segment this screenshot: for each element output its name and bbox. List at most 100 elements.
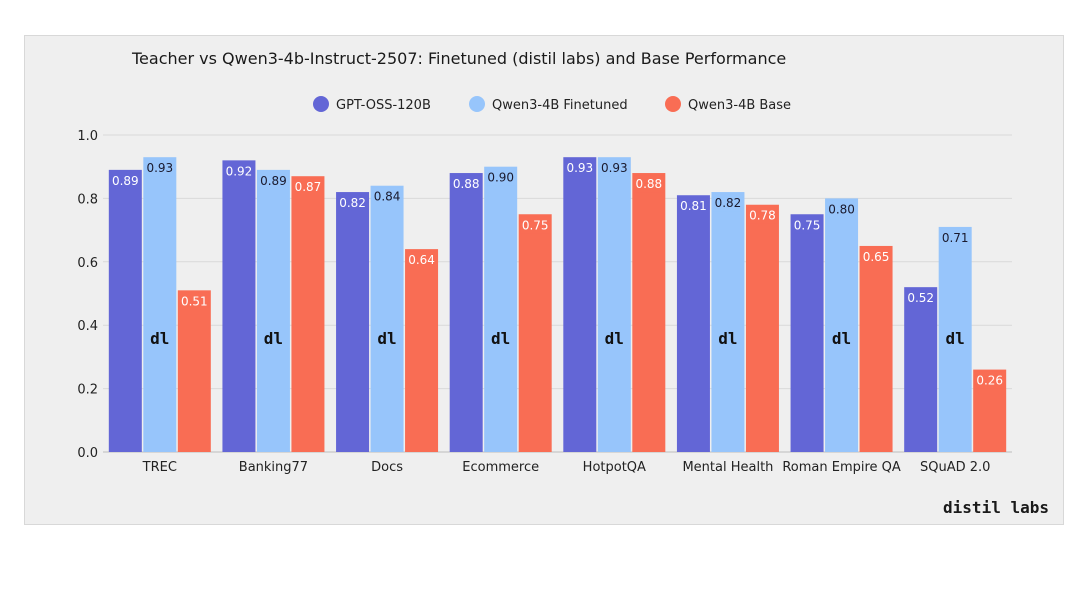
category-label: TREC bbox=[142, 460, 177, 475]
data-label: 0.65 bbox=[863, 250, 890, 264]
bar bbox=[825, 198, 859, 452]
legend-marker bbox=[469, 96, 485, 112]
y-tick-label: 0.4 bbox=[77, 319, 98, 334]
chart-title: Teacher vs Qwen3-4b-Instruct-2507: Finet… bbox=[131, 49, 786, 68]
data-label-bg bbox=[564, 159, 595, 177]
data-label-bg bbox=[520, 216, 551, 234]
category-label: HotpotQA bbox=[583, 460, 646, 475]
legend-label: Qwen3-4B Finetuned bbox=[492, 98, 628, 113]
data-label-bg bbox=[485, 168, 516, 186]
bar bbox=[256, 169, 290, 452]
data-label: 0.90 bbox=[487, 171, 514, 185]
category-label: Roman Empire QA bbox=[782, 460, 901, 475]
data-label: 0.92 bbox=[226, 164, 253, 178]
category-label: SQuAD 2.0 bbox=[920, 460, 990, 475]
legend-label: GPT-OSS-120B bbox=[336, 98, 431, 113]
data-label-bg bbox=[826, 200, 857, 218]
bar-logo: dl bbox=[150, 329, 169, 348]
bar bbox=[449, 173, 483, 453]
bar bbox=[518, 214, 552, 452]
bar-logo: dl bbox=[718, 329, 737, 348]
y-tick-label: 0.2 bbox=[77, 383, 98, 398]
data-label: 0.81 bbox=[680, 199, 707, 213]
y-tick-label: 1.0 bbox=[77, 129, 98, 144]
data-label: 0.93 bbox=[601, 161, 628, 175]
bar-logo: dl bbox=[264, 329, 283, 348]
bar bbox=[108, 169, 142, 452]
legend-marker bbox=[313, 96, 329, 112]
bar bbox=[597, 157, 631, 452]
y-tick-label: 0.6 bbox=[77, 256, 98, 271]
bar bbox=[711, 192, 745, 452]
data-label: 0.82 bbox=[715, 196, 742, 210]
legend: GPT-OSS-120B Qwen3-4B Finetuned Qwen3-4B B… bbox=[313, 96, 791, 113]
category-labels: TREC Banking77 Docs Ecommerce HotpotQA Mental… bbox=[142, 460, 991, 475]
bar bbox=[859, 245, 893, 452]
legend-label: Qwen3-4B Base bbox=[688, 98, 791, 113]
bar bbox=[336, 192, 370, 452]
data-label: 0.26 bbox=[976, 374, 1003, 388]
data-label: 0.88 bbox=[635, 177, 662, 191]
category-label: Docs bbox=[371, 460, 403, 475]
bar bbox=[177, 290, 211, 452]
data-label-bg bbox=[974, 371, 1005, 389]
bar bbox=[676, 195, 710, 453]
bar-logo: dl bbox=[605, 329, 624, 348]
data-label-bg bbox=[712, 194, 743, 212]
data-label-bg bbox=[451, 175, 482, 193]
data-label: 0.87 bbox=[295, 180, 322, 194]
bar bbox=[484, 166, 518, 452]
bar bbox=[222, 160, 256, 453]
data-label-bg bbox=[678, 197, 709, 215]
data-label: 0.51 bbox=[181, 294, 208, 308]
bar-logo: dl bbox=[946, 329, 965, 348]
bar bbox=[563, 157, 597, 452]
bar bbox=[291, 176, 325, 452]
brand-logo: distil labs bbox=[943, 498, 1049, 517]
category-label: Mental Health bbox=[682, 460, 773, 475]
bar-logo: dl bbox=[491, 329, 510, 348]
data-label-bg bbox=[223, 162, 254, 180]
bar bbox=[938, 226, 972, 452]
data-label-bg bbox=[940, 228, 971, 246]
bar bbox=[745, 204, 779, 452]
data-label: 0.84 bbox=[374, 190, 401, 204]
data-label: 0.93 bbox=[146, 161, 173, 175]
y-tick-label: 0.0 bbox=[77, 446, 98, 461]
bar bbox=[370, 185, 404, 452]
data-label: 0.82 bbox=[339, 196, 366, 210]
data-label-bg bbox=[747, 206, 778, 224]
bar bbox=[143, 157, 177, 452]
data-label: 0.75 bbox=[522, 218, 549, 232]
legend-marker bbox=[665, 96, 681, 112]
data-label: 0.78 bbox=[749, 209, 776, 223]
bar bbox=[405, 249, 439, 452]
category-label: Banking77 bbox=[239, 460, 308, 475]
bars: 0.89 0.93 dl 0.51 0.92 0.89 dl 0.87 0.82 0.84 dl 0.… bbox=[108, 157, 1007, 453]
data-label: 0.80 bbox=[828, 202, 855, 216]
data-label: 0.64 bbox=[408, 253, 435, 267]
data-label-bg bbox=[144, 159, 175, 177]
category-label: Ecommerce bbox=[462, 460, 539, 475]
data-label-bg bbox=[110, 171, 141, 189]
data-label: 0.52 bbox=[907, 291, 934, 305]
data-label-bg bbox=[861, 247, 892, 265]
bar bbox=[904, 287, 938, 452]
data-label-bg bbox=[633, 175, 664, 193]
data-label-bg bbox=[292, 178, 323, 196]
y-tick-label: 0.8 bbox=[77, 192, 98, 207]
data-label: 0.71 bbox=[942, 231, 969, 245]
data-label: 0.93 bbox=[566, 161, 593, 175]
data-label: 0.89 bbox=[260, 174, 287, 188]
data-label-bg bbox=[337, 194, 368, 212]
data-label: 0.75 bbox=[794, 218, 821, 232]
bar-logo: dl bbox=[377, 329, 396, 348]
data-label: 0.89 bbox=[112, 174, 139, 188]
data-label-bg bbox=[372, 187, 403, 205]
data-label-bg bbox=[599, 159, 630, 177]
data-label-bg bbox=[179, 292, 210, 310]
data-label: 0.88 bbox=[453, 177, 480, 191]
data-label-bg bbox=[258, 171, 289, 189]
bar-logo: dl bbox=[832, 329, 851, 348]
